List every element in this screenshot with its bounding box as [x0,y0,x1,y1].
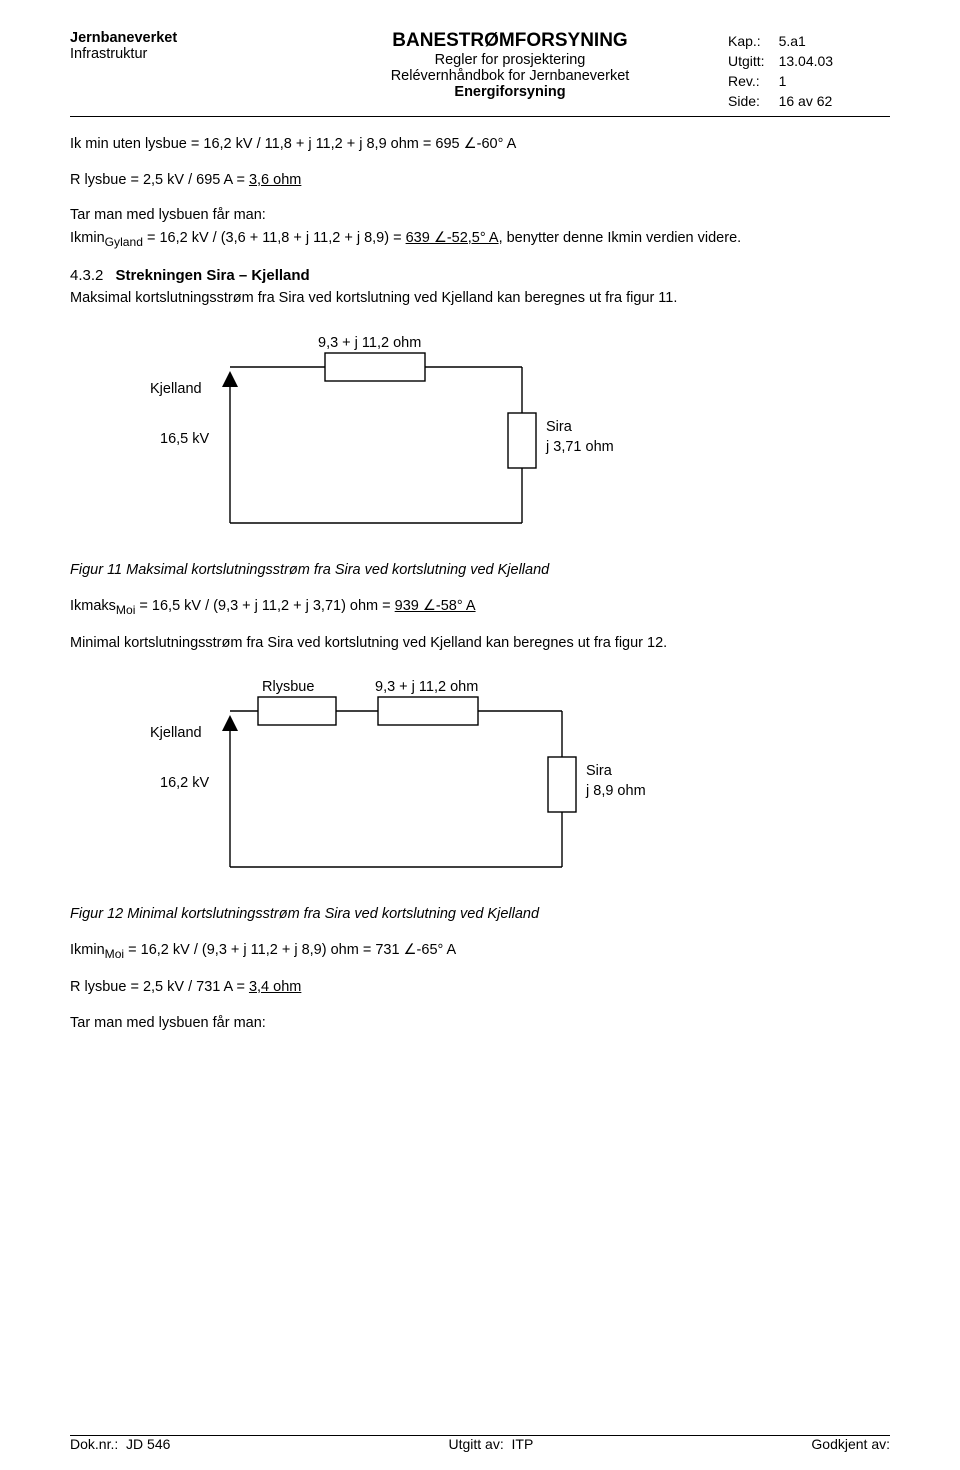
page-header: Jernbaneverket Infrastruktur BANESTRØMFO… [70,30,890,112]
equation-r-lysbue-2: R lysbue = 2,5 kV / 731 A = 3,4 ohm [70,978,890,998]
equation-r-lysbue-1: R lysbue = 2,5 kV / 695 A = 3,6 ohm [70,171,890,191]
footer-doknr: Dok.nr.: JD 546 [70,1436,170,1452]
page-footer: Dok.nr.: JD 546 Utgitt av: ITP Godkjent … [70,1431,890,1452]
figure-12-diagram: Kjelland 16,2 kV Rlysbue 9,3 + j 11,2 ohm Si… [150,677,890,877]
header-center: BANESTRØMFORSYNING Regler for prosjekter… [300,30,720,112]
rev-val: 1 [773,72,840,90]
svg-text:9,3 + j 11,2 ohm: 9,3 + j 11,2 ohm [375,679,478,695]
svg-text:9,3 + j 11,2 ohm: 9,3 + j 11,2 ohm [318,335,421,351]
equation-ikmin-gyland: IkminGyland = 16,2 kV / (3,6 + 11,8 + j … [70,229,890,250]
equation-ikmin-moi: IkminMoi = 16,2 kV / (9,3 + j 11,2 + j 8… [70,941,890,962]
page-content: Ik min uten lysbue = 16,2 kV / 11,8 + j … [70,135,890,1033]
circuit-diagram-1: Kjelland 16,5 kV 9,3 + j 11,2 ohm Sira j 3,7… [150,333,650,533]
doc-title: BANESTRØMFORSYNING [300,30,720,52]
doc-sub2: Relévernhåndbok for Jernbaneverket [300,68,720,84]
kap-label: Kap.: [722,32,771,50]
equation-ikmaks-moi: IkmaksMoi = 16,5 kV / (9,3 + j 11,2 + j … [70,597,890,618]
figure-11-diagram: Kjelland 16,5 kV 9,3 + j 11,2 ohm Sira j 3,7… [150,333,890,533]
svg-text:Sira: Sira [586,763,613,779]
kap-val: 5.a1 [773,32,840,50]
side-val: 16 av 62 [773,92,840,110]
svg-text:16,2 kV: 16,2 kV [160,775,209,791]
dept-name: Infrastruktur [70,46,300,62]
side-label: Side: [722,92,771,110]
doc-sub3: Energiforsyning [300,84,720,100]
org-name: Jernbaneverket [70,30,300,46]
footer-utgitt-av: Utgitt av: ITP [448,1436,533,1452]
svg-text:j 3,71 ohm: j 3,71 ohm [545,439,614,455]
section-4-3-2-body: Maksimal kortslutningsstrøm fra Sira ved… [70,289,890,309]
svg-text:Rlysbue: Rlysbue [262,679,314,695]
utgitt-label: Utgitt: [722,52,771,70]
header-left: Jernbaneverket Infrastruktur [70,30,300,112]
header-meta: Kap.:5.a1 Utgitt:13.04.03 Rev.:1 Side:16… [720,30,890,112]
doc-sub1: Regler for prosjektering [300,52,720,68]
svg-text:16,5 kV: 16,5 kV [160,431,209,447]
utgitt-val: 13.04.03 [773,52,840,70]
text-min-current: Minimal kortslutningsstrøm fra Sira ved … [70,634,890,654]
circuit-diagram-2: Kjelland 16,2 kV Rlysbue 9,3 + j 11,2 ohm Si… [150,677,670,877]
svg-text:Sira: Sira [546,419,573,435]
svg-text:j 8,9 ohm: j 8,9 ohm [585,783,646,799]
figure-12-caption: Figur 12 Minimal kortslutningsstrøm fra … [70,905,890,925]
figure-11-caption: Figur 11 Maksimal kortslutningsstrøm fra… [70,561,890,581]
text-with-arc-intro-2: Tar man med lysbuen får man: [70,1014,890,1034]
text-with-arc-intro-1: Tar man med lysbuen får man: [70,206,890,226]
svg-text:Kjelland: Kjelland [150,725,202,741]
section-4-3-2-heading: 4.3.2 Strekningen Sira – Kjelland [70,266,890,287]
equation-ikmin-no-arc: Ik min uten lysbue = 16,2 kV / 11,8 + j … [70,135,890,155]
rev-label: Rev.: [722,72,771,90]
header-divider [70,116,890,117]
footer-godkjent-av: Godkjent av: [811,1436,890,1452]
svg-text:Kjelland: Kjelland [150,381,202,397]
